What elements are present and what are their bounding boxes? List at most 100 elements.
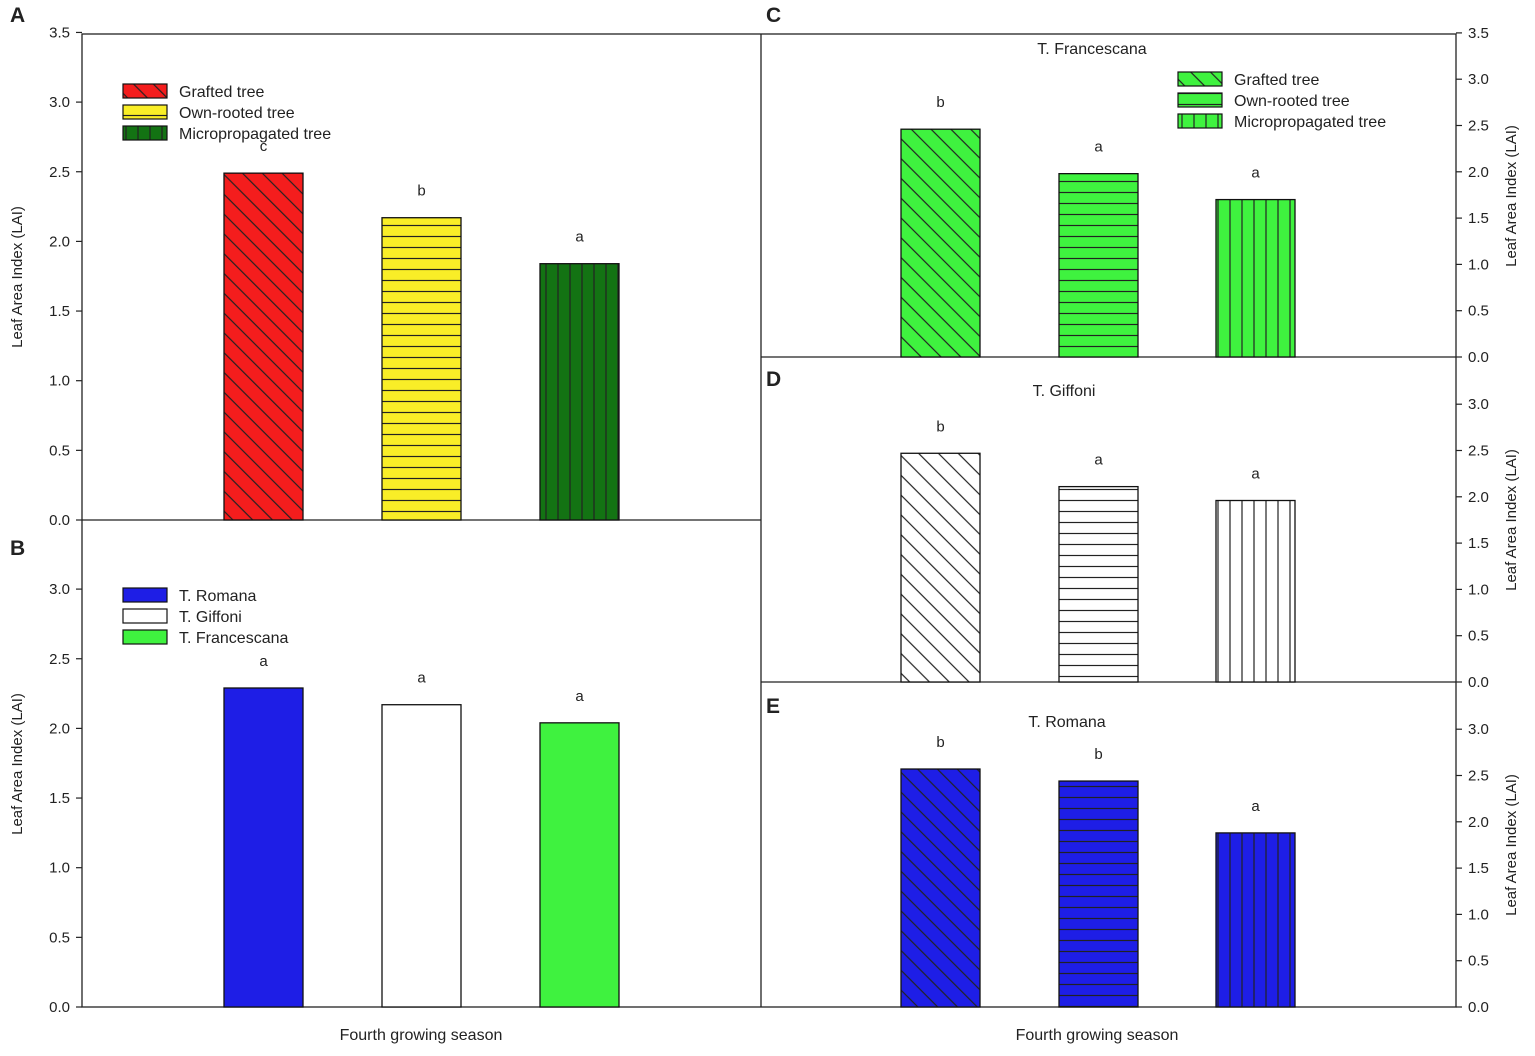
y-axis-label: Leaf Area Index (LAI) — [9, 206, 26, 348]
y-tick-label: 3.5 — [1468, 25, 1489, 42]
significance-letter: a — [417, 670, 426, 687]
y-tick-label: 1.5 — [1468, 210, 1489, 227]
bar-t-francescana — [539, 722, 620, 1008]
y-axis-label: Leaf Area Index (LAI) — [1503, 449, 1520, 591]
y-tick-label: 0.0 — [49, 512, 70, 529]
y-tick-label: 2.0 — [1468, 164, 1489, 181]
significance-letter: a — [259, 653, 268, 670]
y-tick-label: 1.5 — [1468, 860, 1489, 877]
significance-letter: a — [1251, 165, 1260, 182]
legend-label: Grafted tree — [1234, 72, 1319, 89]
y-tick-label: 1.0 — [1468, 906, 1489, 923]
significance-letter: a — [1094, 452, 1103, 469]
panel-label: D — [766, 368, 781, 391]
y-tick-label: 1.0 — [1468, 581, 1489, 598]
y-tick-label: 3.0 — [1468, 721, 1489, 738]
y-tick-label: 0.0 — [1468, 349, 1489, 366]
legend-swatch — [1177, 113, 1223, 129]
legend-swatch — [122, 629, 168, 645]
bar-grafted-tree — [223, 172, 304, 521]
bar-t-romana — [223, 687, 304, 1008]
significance-letter: a — [575, 229, 584, 246]
bar-micropropagated-tree — [539, 263, 620, 521]
legend-label: T. Giffoni — [179, 609, 242, 626]
y-tick-label: 1.0 — [1468, 256, 1489, 273]
y-tick-label: 0.0 — [1468, 999, 1489, 1016]
legend-swatch — [122, 608, 168, 624]
panel-label: A — [10, 4, 25, 27]
legend-swatch — [122, 104, 168, 120]
legend-label: Own-rooted tree — [1234, 93, 1350, 110]
bar-micropropagated-tree — [1215, 832, 1296, 1008]
legend-label: Micropropagated tree — [179, 126, 331, 143]
chart-title: T. Giffoni — [1033, 383, 1096, 400]
y-tick-label: 2.0 — [1468, 814, 1489, 831]
y-tick-label: 0.5 — [1468, 953, 1489, 970]
bar-own-rooted-tree — [1058, 173, 1139, 358]
y-tick-label: 0.0 — [1468, 674, 1489, 691]
y-tick-label: 3.0 — [1468, 396, 1489, 413]
significance-letter: b — [417, 183, 425, 200]
significance-letter: c — [260, 138, 268, 155]
y-tick-label: 2.0 — [49, 233, 70, 250]
y-tick-label: 3.0 — [1468, 71, 1489, 88]
panel-label: E — [766, 695, 780, 718]
panel-e: E 0.0 0.5 1.0 1.5 2.0 2.5 3.0 Leaf Area Index (L… — [766, 695, 1520, 1044]
y-tick-label: 0.0 — [49, 999, 70, 1016]
y-tick-label: 1.0 — [49, 860, 70, 877]
significance-letter: b — [936, 734, 944, 751]
legend-swatch — [122, 125, 168, 141]
y-tick-label: 0.5 — [1468, 628, 1489, 645]
y-tick-label: 1.0 — [49, 373, 70, 390]
bar-t-giffoni — [381, 704, 462, 1008]
bar-grafted-tree — [900, 768, 981, 1008]
x-axis-label: Fourth growing season — [1016, 1027, 1179, 1044]
chart-title: T. Romana — [1028, 714, 1105, 731]
bar-micropropagated-tree — [1215, 198, 1296, 358]
significance-letter: a — [1251, 466, 1260, 483]
y-tick-label: 2.5 — [49, 651, 70, 668]
bar-grafted-tree — [900, 452, 981, 683]
y-tick-label: 0.5 — [49, 929, 70, 946]
significance-letter: a — [575, 688, 584, 705]
chart-title: T. Francescana — [1037, 41, 1146, 58]
legend: T. Romana T. Giffoni T. Francescana — [122, 587, 288, 647]
y-tick-label: 3.5 — [49, 24, 70, 41]
legend-label: T. Francescana — [179, 630, 288, 647]
legend-label: Grafted tree — [179, 84, 264, 101]
y-tick-label: 1.5 — [1468, 535, 1489, 552]
significance-letter: a — [1094, 139, 1103, 156]
y-tick-label: 1.5 — [49, 303, 70, 320]
y-tick-label: 0.5 — [1468, 303, 1489, 320]
legend-label: Own-rooted tree — [179, 105, 295, 122]
y-tick-label: 2.0 — [49, 720, 70, 737]
legend-label: Micropropagated tree — [1234, 114, 1386, 131]
panel-label: B — [10, 537, 25, 560]
y-tick-label: 2.5 — [1468, 768, 1489, 785]
panel-c: C 0.0 0.5 1.0 1.5 2.0 2.5 3.0 3.5 Leaf Area Index… — [766, 4, 1520, 366]
legend: Grafted tree Own-rooted tree Micropropagat… — [122, 83, 331, 143]
y-axis-label: Leaf Area Index (LAI) — [1503, 125, 1520, 267]
y-tick-label: 0.5 — [49, 442, 70, 459]
legend: Grafted tree Own-rooted tree Micropropagat… — [1177, 71, 1386, 131]
y-tick-label: 1.5 — [49, 790, 70, 807]
y-tick-label: 2.0 — [1468, 489, 1489, 506]
panel-b: B 0.0 0.5 1.0 1.5 2.0 2.5 3.0 Leaf Area Index (L… — [9, 537, 620, 1044]
panel-d: D 0.0 0.5 1.0 1.5 2.0 2.5 3.0 Leaf Area Index (L… — [766, 368, 1520, 691]
bar-own-rooted-tree — [1058, 780, 1139, 1008]
y-tick-label: 2.5 — [1468, 118, 1489, 135]
bar-grafted-tree — [900, 128, 981, 358]
legend-swatch — [122, 587, 168, 603]
bar-own-rooted-tree — [381, 217, 462, 521]
y-tick-label: 3.0 — [49, 581, 70, 598]
significance-letter: b — [936, 418, 944, 435]
y-tick-label: 2.5 — [1468, 443, 1489, 460]
legend-swatch — [1177, 71, 1223, 87]
significance-letter: a — [1251, 798, 1260, 815]
significance-letter: b — [1094, 746, 1102, 763]
legend-label: T. Romana — [179, 588, 256, 605]
bar-own-rooted-tree — [1058, 485, 1139, 683]
legend-swatch — [122, 83, 168, 99]
bar-micropropagated-tree — [1215, 499, 1296, 683]
